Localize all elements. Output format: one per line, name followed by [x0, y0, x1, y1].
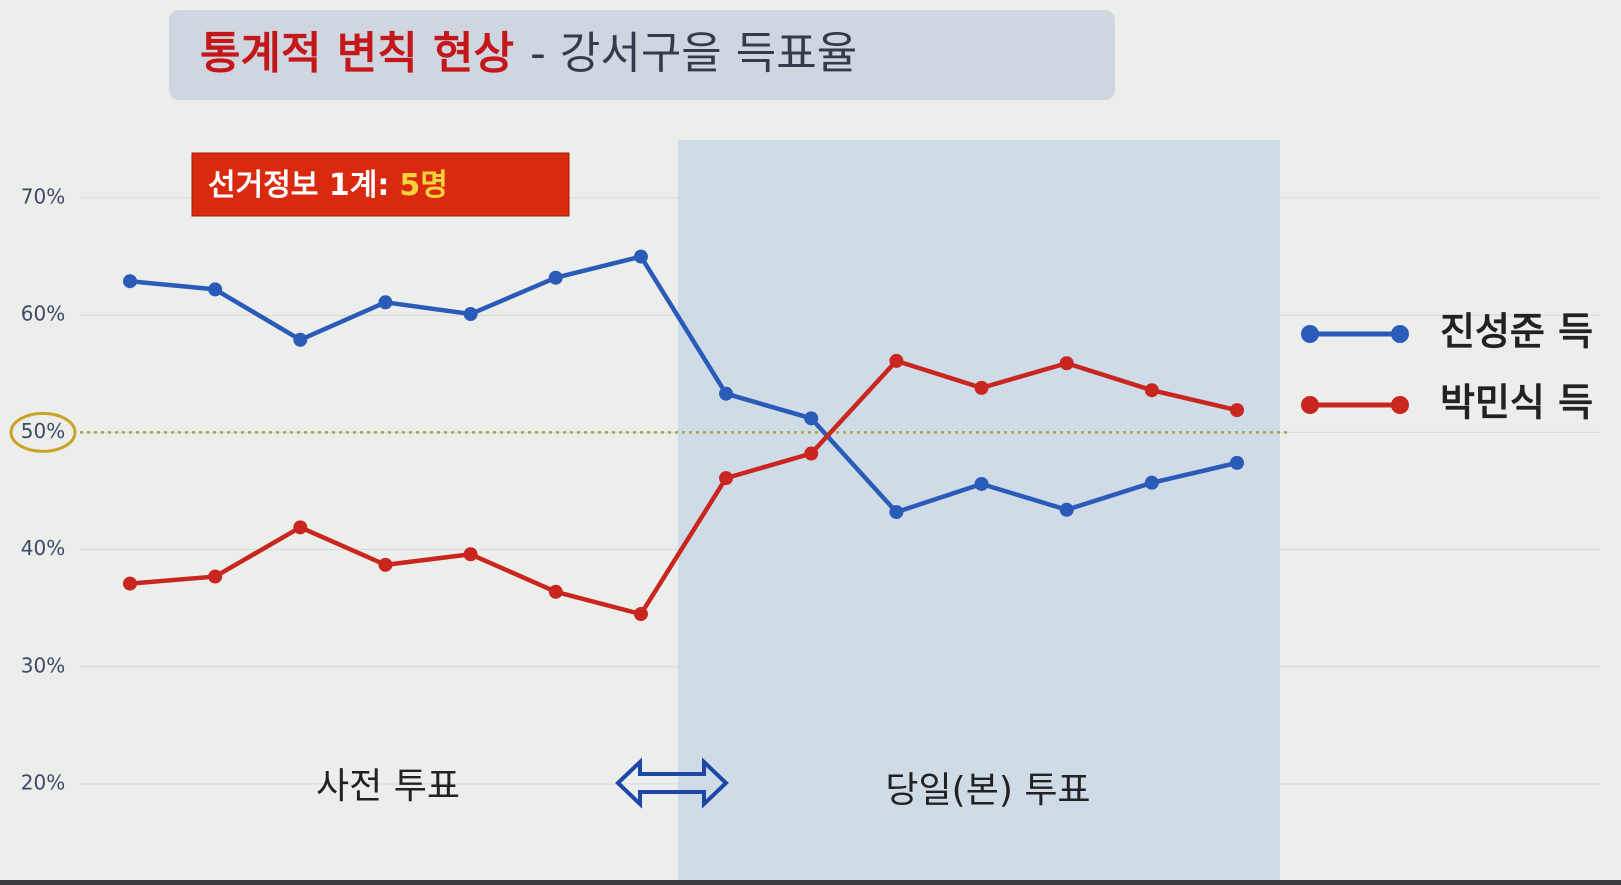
y-tick-label: 40%: [21, 536, 65, 560]
data-point: [378, 557, 393, 572]
badge-text: 선거정보 1계: 5명: [208, 168, 448, 203]
y-tick-label: 20%: [21, 771, 65, 795]
data-point: [1059, 356, 1074, 371]
data-point: [208, 569, 223, 584]
badge: [191, 152, 570, 217]
annotation: 사전 투표: [316, 766, 460, 807]
bottom-strip: [0, 880, 1621, 885]
legend-label: 박민식 득: [1440, 381, 1593, 425]
series-line: [129, 358, 1238, 617]
series-line: [129, 254, 1238, 515]
data-point: [633, 607, 648, 622]
tick-highlight: [9, 411, 77, 453]
data-point: [719, 471, 734, 486]
data-point: [123, 576, 137, 591]
data-point: [889, 505, 904, 520]
data-point: [804, 411, 819, 426]
data-point: [1230, 455, 1244, 470]
data-point: [1144, 383, 1159, 398]
badge-label: 선거정보 1계:: [208, 168, 389, 203]
legend-marker: [1301, 396, 1319, 414]
data-point: [463, 307, 478, 322]
title-box: [169, 10, 1115, 100]
double-arrow: [615, 757, 729, 809]
data-point: [1230, 403, 1244, 418]
data-point: [1144, 475, 1159, 490]
data-point: [889, 353, 904, 368]
data-point: [123, 274, 137, 289]
legend-marker: [1391, 396, 1409, 414]
data-point: [719, 386, 734, 401]
chart-title: 통계적 변칙 현상 - 강서구을 득표율: [200, 28, 857, 79]
data-point: [293, 520, 308, 535]
data-point: [548, 584, 563, 599]
legend-label: 진성준 득: [1440, 310, 1593, 354]
data-point: [974, 380, 989, 395]
data-point: [804, 446, 819, 461]
legend-marker: [1391, 325, 1409, 343]
data-point: [974, 476, 989, 491]
annotation: 당일(본) 투표: [885, 770, 1090, 811]
election-day-region: [678, 140, 1280, 885]
data-point: [208, 282, 223, 297]
y-tick-label: 50%: [21, 419, 65, 443]
data-point: [463, 547, 478, 562]
y-tick-label: 70%: [21, 185, 65, 209]
data-point: [633, 249, 648, 264]
y-tick-label: 60%: [21, 302, 65, 326]
data-point: [548, 270, 563, 285]
badge-value: 5명: [399, 168, 447, 203]
data-point: [1059, 502, 1074, 517]
legend-marker: [1301, 325, 1319, 343]
data-point: [378, 295, 393, 310]
y-tick-label: 30%: [21, 653, 65, 677]
data-point: [293, 332, 308, 347]
title: 통계적 변칙 현상: [200, 28, 514, 79]
subtitle: - 강서구을 득표율: [530, 28, 857, 79]
